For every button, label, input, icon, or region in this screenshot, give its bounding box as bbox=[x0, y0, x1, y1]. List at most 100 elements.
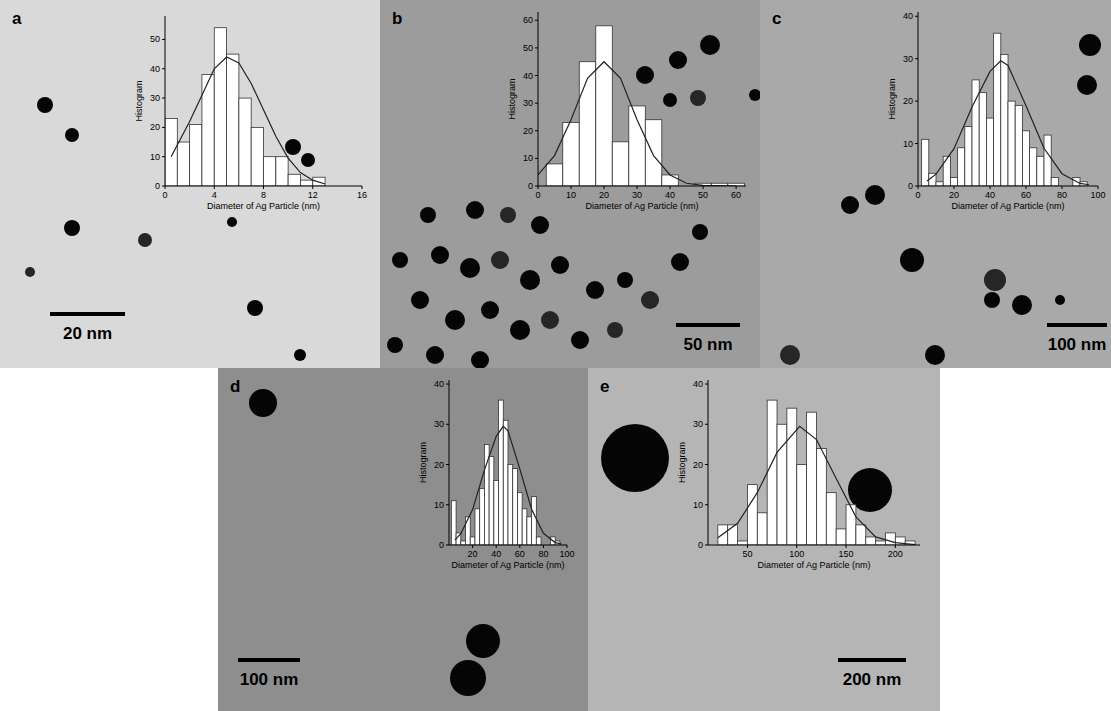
particle bbox=[520, 270, 540, 290]
histogram-bar bbox=[645, 120, 662, 186]
x-tick-label: 80 bbox=[1057, 190, 1067, 200]
histogram-bar bbox=[596, 26, 613, 186]
histogram-bar bbox=[513, 469, 518, 545]
histogram-bar bbox=[816, 448, 826, 545]
particle bbox=[780, 345, 800, 365]
particle bbox=[247, 300, 263, 316]
particle bbox=[420, 207, 436, 223]
y-tick bbox=[446, 545, 449, 546]
particle bbox=[669, 51, 687, 69]
histogram-bar bbox=[936, 182, 943, 186]
fit-curve bbox=[171, 57, 325, 184]
y-tick bbox=[915, 101, 918, 102]
y-tick bbox=[705, 464, 708, 465]
y-tick-label: 10 bbox=[434, 500, 444, 510]
x-axis bbox=[449, 545, 567, 546]
scale-label: 50 nm bbox=[683, 335, 732, 354]
x-tick-label: 50 bbox=[742, 549, 752, 559]
y-tick bbox=[705, 384, 708, 385]
particle bbox=[700, 35, 720, 55]
particle bbox=[690, 90, 706, 106]
x-tick-label: 20 bbox=[949, 190, 959, 200]
histogram: 01020304050600102030405060Diameter of Ag… bbox=[507, 12, 746, 211]
histogram-bar bbox=[508, 465, 513, 545]
scale-bar bbox=[676, 323, 740, 327]
x-tick bbox=[846, 545, 847, 548]
histogram-bar bbox=[461, 541, 466, 545]
histogram-bar bbox=[527, 517, 532, 545]
x-tick bbox=[1026, 186, 1027, 189]
x-tick bbox=[1062, 186, 1063, 189]
histogram-bar bbox=[958, 148, 965, 186]
scale-bar bbox=[238, 658, 300, 662]
histogram-bar bbox=[629, 106, 646, 186]
y-tick bbox=[162, 39, 165, 40]
histogram-bar bbox=[986, 118, 993, 186]
histogram-bar bbox=[276, 157, 288, 186]
histogram-bar bbox=[522, 509, 527, 545]
particle bbox=[841, 196, 859, 214]
histogram-bar bbox=[451, 501, 456, 545]
panel-letter: b bbox=[392, 9, 402, 28]
particle bbox=[551, 256, 569, 274]
y-axis-title: Histogram bbox=[134, 80, 144, 121]
histogram-bar bbox=[470, 537, 475, 545]
histogram-bar bbox=[836, 529, 846, 545]
histogram-bar bbox=[738, 541, 748, 545]
y-tick bbox=[915, 16, 918, 17]
y-tick-label: 0 bbox=[155, 181, 160, 191]
histogram: 048121601020304050Diameter of Ag Particl… bbox=[134, 16, 367, 211]
y-tick bbox=[705, 424, 708, 425]
x-tick-label: 40 bbox=[491, 549, 501, 559]
histogram-bar bbox=[757, 513, 767, 545]
histogram-bar bbox=[612, 142, 629, 186]
y-tick-label: 20 bbox=[903, 96, 913, 106]
histogram-bar bbox=[227, 54, 239, 186]
x-tick bbox=[312, 186, 313, 189]
particle bbox=[387, 337, 403, 353]
y-tick-label: 20 bbox=[693, 460, 703, 470]
histogram: 20406080100010203040Diameter of Ag Parti… bbox=[418, 379, 574, 570]
histogram-bar bbox=[866, 537, 876, 545]
histogram-bar bbox=[876, 541, 886, 545]
x-tick-label: 40 bbox=[985, 190, 995, 200]
particle bbox=[25, 267, 35, 277]
x-axis-title: Diameter of Ag Particle (nm) bbox=[951, 201, 1064, 211]
particle bbox=[64, 220, 80, 236]
y-tick-label: 40 bbox=[150, 64, 160, 74]
histogram-bar bbox=[718, 525, 728, 545]
histogram-bar bbox=[177, 142, 189, 186]
plot-area bbox=[538, 26, 744, 186]
fit-curve bbox=[538, 62, 736, 186]
x-tick bbox=[637, 186, 638, 189]
y-tick bbox=[446, 384, 449, 385]
particle bbox=[445, 310, 465, 330]
particle bbox=[1055, 295, 1065, 305]
micrograph bbox=[218, 368, 588, 711]
fit-curve bbox=[927, 61, 1089, 185]
particle bbox=[749, 89, 761, 101]
y-tick-label: 10 bbox=[693, 500, 703, 510]
x-tick-label: 100 bbox=[789, 549, 804, 559]
x-axis-title: Diameter of Ag Particle (nm) bbox=[585, 201, 698, 211]
y-axis bbox=[449, 380, 450, 545]
particle bbox=[285, 139, 301, 155]
x-tick-label: 4 bbox=[212, 190, 217, 200]
plot-area bbox=[451, 400, 561, 545]
x-tick-label: 20 bbox=[468, 549, 478, 559]
y-tick bbox=[535, 20, 538, 21]
micrograph bbox=[380, 0, 760, 368]
histogram-bar bbox=[251, 127, 263, 186]
particle bbox=[1077, 75, 1097, 95]
y-tick bbox=[162, 127, 165, 128]
particle bbox=[865, 185, 885, 205]
y-tick bbox=[705, 504, 708, 505]
x-tick-label: 60 bbox=[515, 549, 525, 559]
x-tick-label: 16 bbox=[357, 190, 367, 200]
x-tick bbox=[670, 186, 671, 189]
y-tick-label: 20 bbox=[523, 126, 533, 136]
particle bbox=[301, 153, 315, 167]
particle bbox=[984, 292, 1000, 308]
particle bbox=[249, 389, 277, 417]
x-tick-label: 12 bbox=[308, 190, 318, 200]
